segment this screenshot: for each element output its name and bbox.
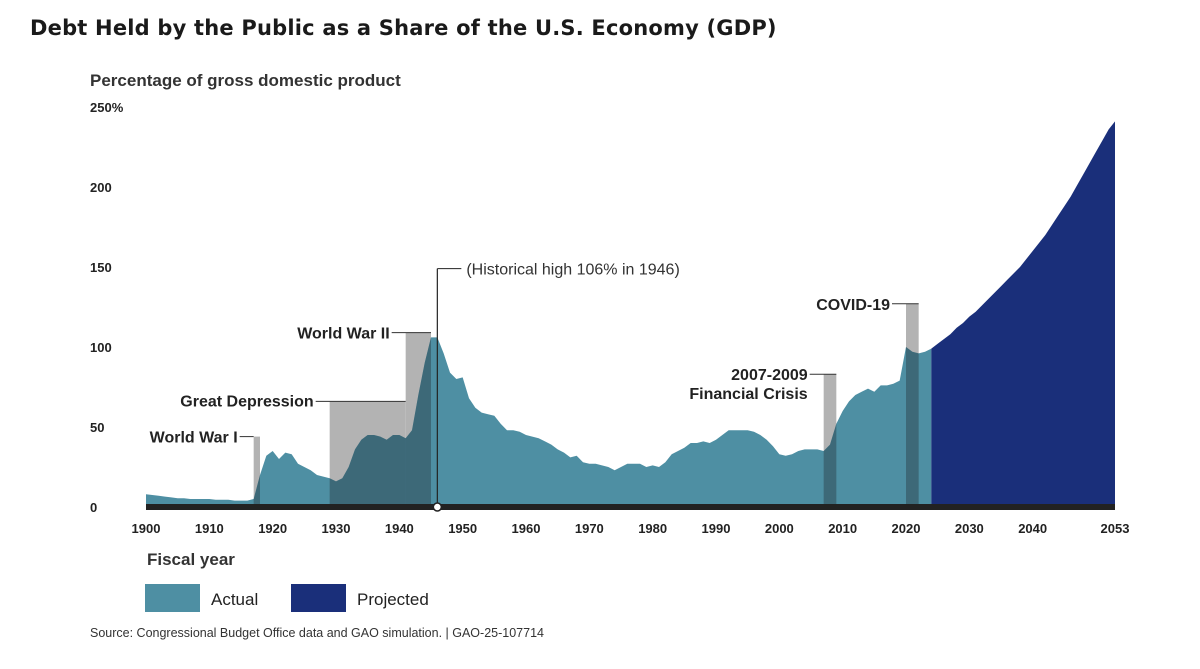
x-tick-label: 1980 [638,521,667,536]
x-tick-label: 1950 [448,521,477,536]
chart-title: Debt Held by the Public as a Share of th… [30,16,777,40]
source-note: Source: Congressional Budget Office data… [90,626,544,640]
y-tick-label: 0 [90,500,97,515]
annotation-label: World War II [297,326,389,343]
x-tick-label: 2053 [1101,521,1130,536]
legend-label-projected: Projected [357,590,429,609]
x-tick-label: 2000 [765,521,794,536]
x-axis-line [146,504,1115,510]
data-areas [146,121,1115,508]
annotation-label: Great Depression [180,393,313,410]
event-band-0 [253,436,260,507]
x-tick-label: 1930 [322,521,351,536]
annotation-label: COVID-19 [816,297,890,314]
x-tick-label: 1900 [132,521,161,536]
x-tick-label: 1990 [702,521,731,536]
event-band-overlay-4 [906,337,919,507]
x-tick-label: 2040 [1018,521,1047,536]
x-tick-label: 1920 [258,521,287,536]
legend-label-actual: Actual [211,590,258,609]
annotation-label: 2007-2009 [731,367,808,384]
x-tick-label: 1940 [385,521,414,536]
x-axis-ticks: 1900 1910 1920 1930 1940 1950 1960 1970 1980 1990… [132,521,1130,536]
y-axis-title: Percentage of gross domestic product [90,71,401,90]
y-tick-label: 100 [90,340,112,355]
historical-high-label: (Historical high 106% in 1946) [466,262,679,279]
x-tick-label: 1960 [512,521,541,536]
x-tick-label: 1910 [195,521,224,536]
legend: Actual Projected [145,584,429,612]
y-tick-label: 200 [90,180,112,195]
annotation-label: Financial Crisis [689,386,807,403]
annotation-label: World War I [150,430,238,447]
x-tick-label: 1970 [575,521,604,536]
y-tick-label: 250% [90,100,124,115]
area-projected [931,121,1115,508]
legend-swatch-actual [145,584,200,612]
x-axis-title: Fiscal year [147,550,235,569]
x-tick-label: 2010 [828,521,857,536]
y-axis-ticks: 0 50 100 150 200 250% [90,100,124,515]
y-tick-label: 150 [90,260,112,275]
y-tick-label: 50 [90,420,104,435]
legend-swatch-projected [291,584,346,612]
area-actual [146,337,932,507]
annotations: World War I Great Depression World War II 2… [150,262,919,512]
historical-high-marker [432,502,443,512]
x-axis [146,504,1115,510]
x-tick-label: 2020 [892,521,921,536]
x-tick-label: 2030 [955,521,984,536]
